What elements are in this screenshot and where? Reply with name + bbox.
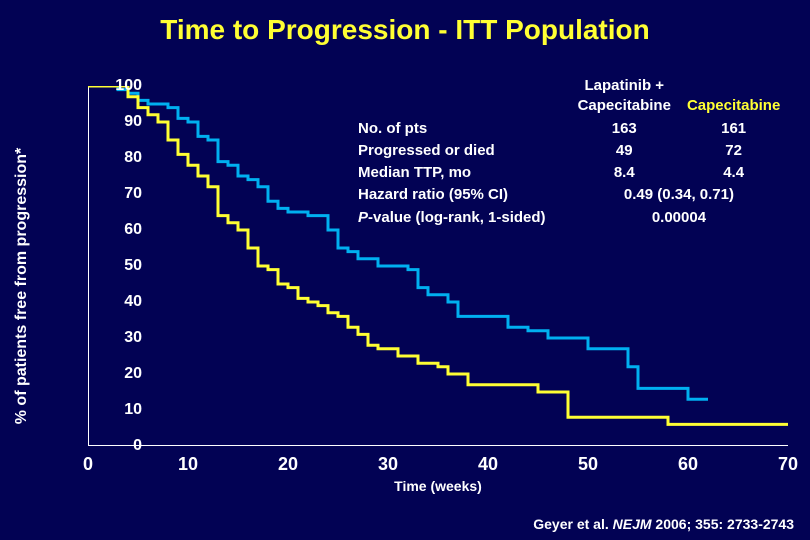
y-tick-label: 20 (102, 365, 142, 383)
y-tick-label: 30 (102, 329, 142, 347)
stats-header-arm-a: Lapatinib +Capecitabine (570, 76, 679, 119)
x-tick-label: 50 (568, 454, 608, 475)
stats-value-a: 163 (570, 119, 679, 141)
x-tick-label: 20 (268, 454, 308, 475)
y-tick-label: 50 (102, 257, 142, 275)
y-tick-label: 100 (102, 77, 142, 95)
x-tick-label: 10 (168, 454, 208, 475)
stats-row: Progressed or died 49 72 (350, 141, 788, 163)
x-axis-label: Time (weeks) (88, 478, 788, 494)
stats-table: Lapatinib +Capecitabine Capecitabine No.… (350, 76, 788, 230)
stats-hr-label: Hazard ratio (95% CI) (350, 185, 570, 207)
x-tick-label: 40 (468, 454, 508, 475)
stats-row-p: P-value (log-rank, 1-sided) 0.00004 (350, 208, 788, 230)
page-title: Time to Progression - ITT Population (0, 0, 810, 46)
x-tick-label: 60 (668, 454, 708, 475)
y-tick-label: 80 (102, 149, 142, 167)
x-tick-label: 0 (68, 454, 108, 475)
stats-p-label: P-value (log-rank, 1-sided) (350, 208, 570, 230)
y-tick-label: 40 (102, 293, 142, 311)
stats-header-arm-b: Capecitabine (679, 76, 788, 119)
y-tick-label: 0 (102, 437, 142, 455)
y-tick-label: 70 (102, 185, 142, 203)
stats-value-a: 8.4 (570, 163, 679, 185)
stats-p-value: 0.00004 (570, 208, 789, 230)
y-axis-label: % of patients free from progression* (13, 148, 31, 425)
stats-value-a: 49 (570, 141, 679, 163)
stats-value-b: 161 (679, 119, 788, 141)
stats-label: Median TTP, mo (350, 163, 570, 185)
stats-row: Median TTP, mo 8.4 4.4 (350, 163, 788, 185)
x-tick-label: 30 (368, 454, 408, 475)
stats-row-hr: Hazard ratio (95% CI) 0.49 (0.34, 0.71) (350, 185, 788, 207)
stats-value-b: 72 (679, 141, 788, 163)
y-tick-label: 60 (102, 221, 142, 239)
stats-row: No. of pts 163 161 (350, 119, 788, 141)
x-tick-label: 70 (768, 454, 808, 475)
y-tick-label: 10 (102, 401, 142, 419)
citation: Geyer et al. NEJM 2006; 355: 2733-2743 (533, 516, 794, 532)
stats-label: Progressed or died (350, 141, 570, 163)
stats-hr-value: 0.49 (0.34, 0.71) (570, 185, 789, 207)
y-tick-label: 90 (102, 113, 142, 131)
stats-label: No. of pts (350, 119, 570, 141)
stats-value-b: 4.4 (679, 163, 788, 185)
